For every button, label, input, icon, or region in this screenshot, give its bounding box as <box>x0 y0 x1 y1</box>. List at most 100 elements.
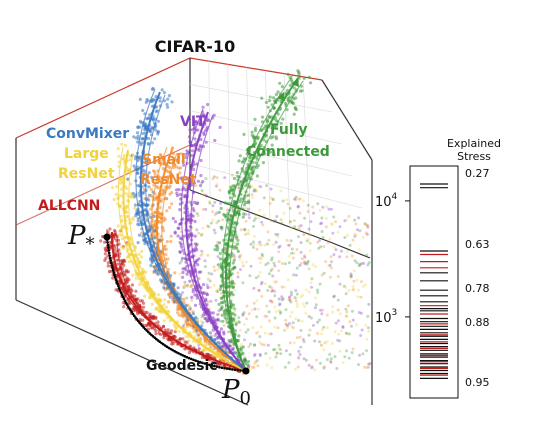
scatter-point <box>212 265 216 269</box>
scatter-point <box>298 89 303 93</box>
scatter-point <box>146 99 150 103</box>
scatter-point <box>112 234 116 238</box>
geodesic-point <box>107 246 110 249</box>
scatter-point <box>136 312 140 316</box>
scatter-point <box>358 262 362 266</box>
scatter-point <box>194 260 198 264</box>
scatter-point <box>282 211 286 215</box>
scatter-point <box>299 250 303 254</box>
geodesic-point <box>120 293 124 296</box>
scatter-point <box>298 335 302 339</box>
geodesic-point <box>215 365 219 368</box>
scatter-point <box>265 184 268 188</box>
scatter-point <box>233 241 237 245</box>
scatter-point <box>332 253 336 257</box>
scatter-point <box>181 270 185 275</box>
scatter-point <box>150 87 154 91</box>
trajectory-arrow <box>291 78 299 87</box>
scatter-point <box>227 330 231 334</box>
scatter-point <box>252 240 255 244</box>
scatter-point <box>207 225 211 229</box>
scatter-point <box>310 365 314 369</box>
scatter-point <box>271 96 276 100</box>
scatter-point <box>119 187 123 191</box>
scatter-point <box>213 248 217 252</box>
scatter-point <box>197 347 201 351</box>
scatter-point <box>181 248 185 252</box>
scatter-point <box>318 239 321 242</box>
scatter-point <box>199 158 203 163</box>
geodesic-point <box>203 362 207 365</box>
scatter-point <box>239 268 242 272</box>
scatter-point <box>320 273 324 277</box>
scatter-point <box>349 324 353 328</box>
scatter-point <box>349 272 353 276</box>
scatter-point <box>338 282 342 286</box>
scatter-point <box>237 159 241 163</box>
p-zero-point <box>242 367 250 375</box>
scatter-point <box>338 339 342 343</box>
scatter-point <box>122 263 126 267</box>
scatter-point <box>309 316 313 320</box>
geodesic-point <box>233 368 237 372</box>
scatter-point <box>330 222 334 226</box>
scatter-point <box>149 256 153 260</box>
geodesic-point <box>131 312 135 316</box>
scatter-point <box>152 183 156 187</box>
box-top-right-edge <box>321 79 373 161</box>
scatter-point <box>185 272 189 276</box>
scatter-point <box>281 199 285 203</box>
scatter-point <box>113 246 117 250</box>
scatter-point <box>329 207 333 211</box>
scatter-point <box>159 299 163 303</box>
scatter-point <box>241 345 245 349</box>
p-zero-label: P0 <box>221 375 251 409</box>
scatter-point <box>218 342 222 346</box>
scatter-point <box>208 331 212 335</box>
scatter-point <box>357 264 361 268</box>
scatter-point <box>294 317 298 321</box>
scatter-point <box>288 83 292 87</box>
geodesic-point <box>116 282 119 286</box>
scatter-point <box>284 322 288 326</box>
scatter-point <box>154 128 158 132</box>
scatter-point <box>239 197 244 201</box>
scatter-point <box>125 214 129 219</box>
stress-label: 0.88 <box>465 316 490 329</box>
scatter-point <box>216 290 220 293</box>
scatter-point <box>252 134 256 138</box>
scatter-point <box>271 197 275 201</box>
scatter-point <box>270 143 274 147</box>
scatter-point <box>348 320 352 324</box>
scatter-point <box>138 199 142 204</box>
scatter-point <box>309 220 313 224</box>
scatter-point <box>184 188 188 192</box>
scatter-point <box>211 177 215 181</box>
scatter-point <box>297 227 301 231</box>
scatter-point <box>178 272 182 276</box>
scatter-point <box>278 81 282 85</box>
scatter-point <box>161 325 166 329</box>
scatter-point <box>201 252 205 256</box>
scatter-point <box>294 273 298 277</box>
stress-label: 0.95 <box>465 376 490 389</box>
scatter-point <box>302 199 305 203</box>
scatter-point <box>230 173 234 177</box>
scatter-point <box>148 113 152 117</box>
scatter-point <box>177 226 181 230</box>
scatter-point <box>267 332 271 336</box>
scatter-point <box>320 344 324 348</box>
scatter-point <box>351 318 355 322</box>
scatter-point <box>365 253 369 257</box>
scatter-point <box>112 237 116 241</box>
scatter-point <box>364 231 368 235</box>
scatter-point <box>183 280 187 284</box>
scatter-point <box>255 315 259 319</box>
scatter-point <box>311 323 315 327</box>
scatter-point <box>156 271 161 276</box>
scatter-point <box>274 219 278 223</box>
scatter-point <box>253 129 257 133</box>
scatter-point <box>254 187 257 191</box>
scatter-point <box>278 302 282 306</box>
scatter-point <box>162 303 166 307</box>
